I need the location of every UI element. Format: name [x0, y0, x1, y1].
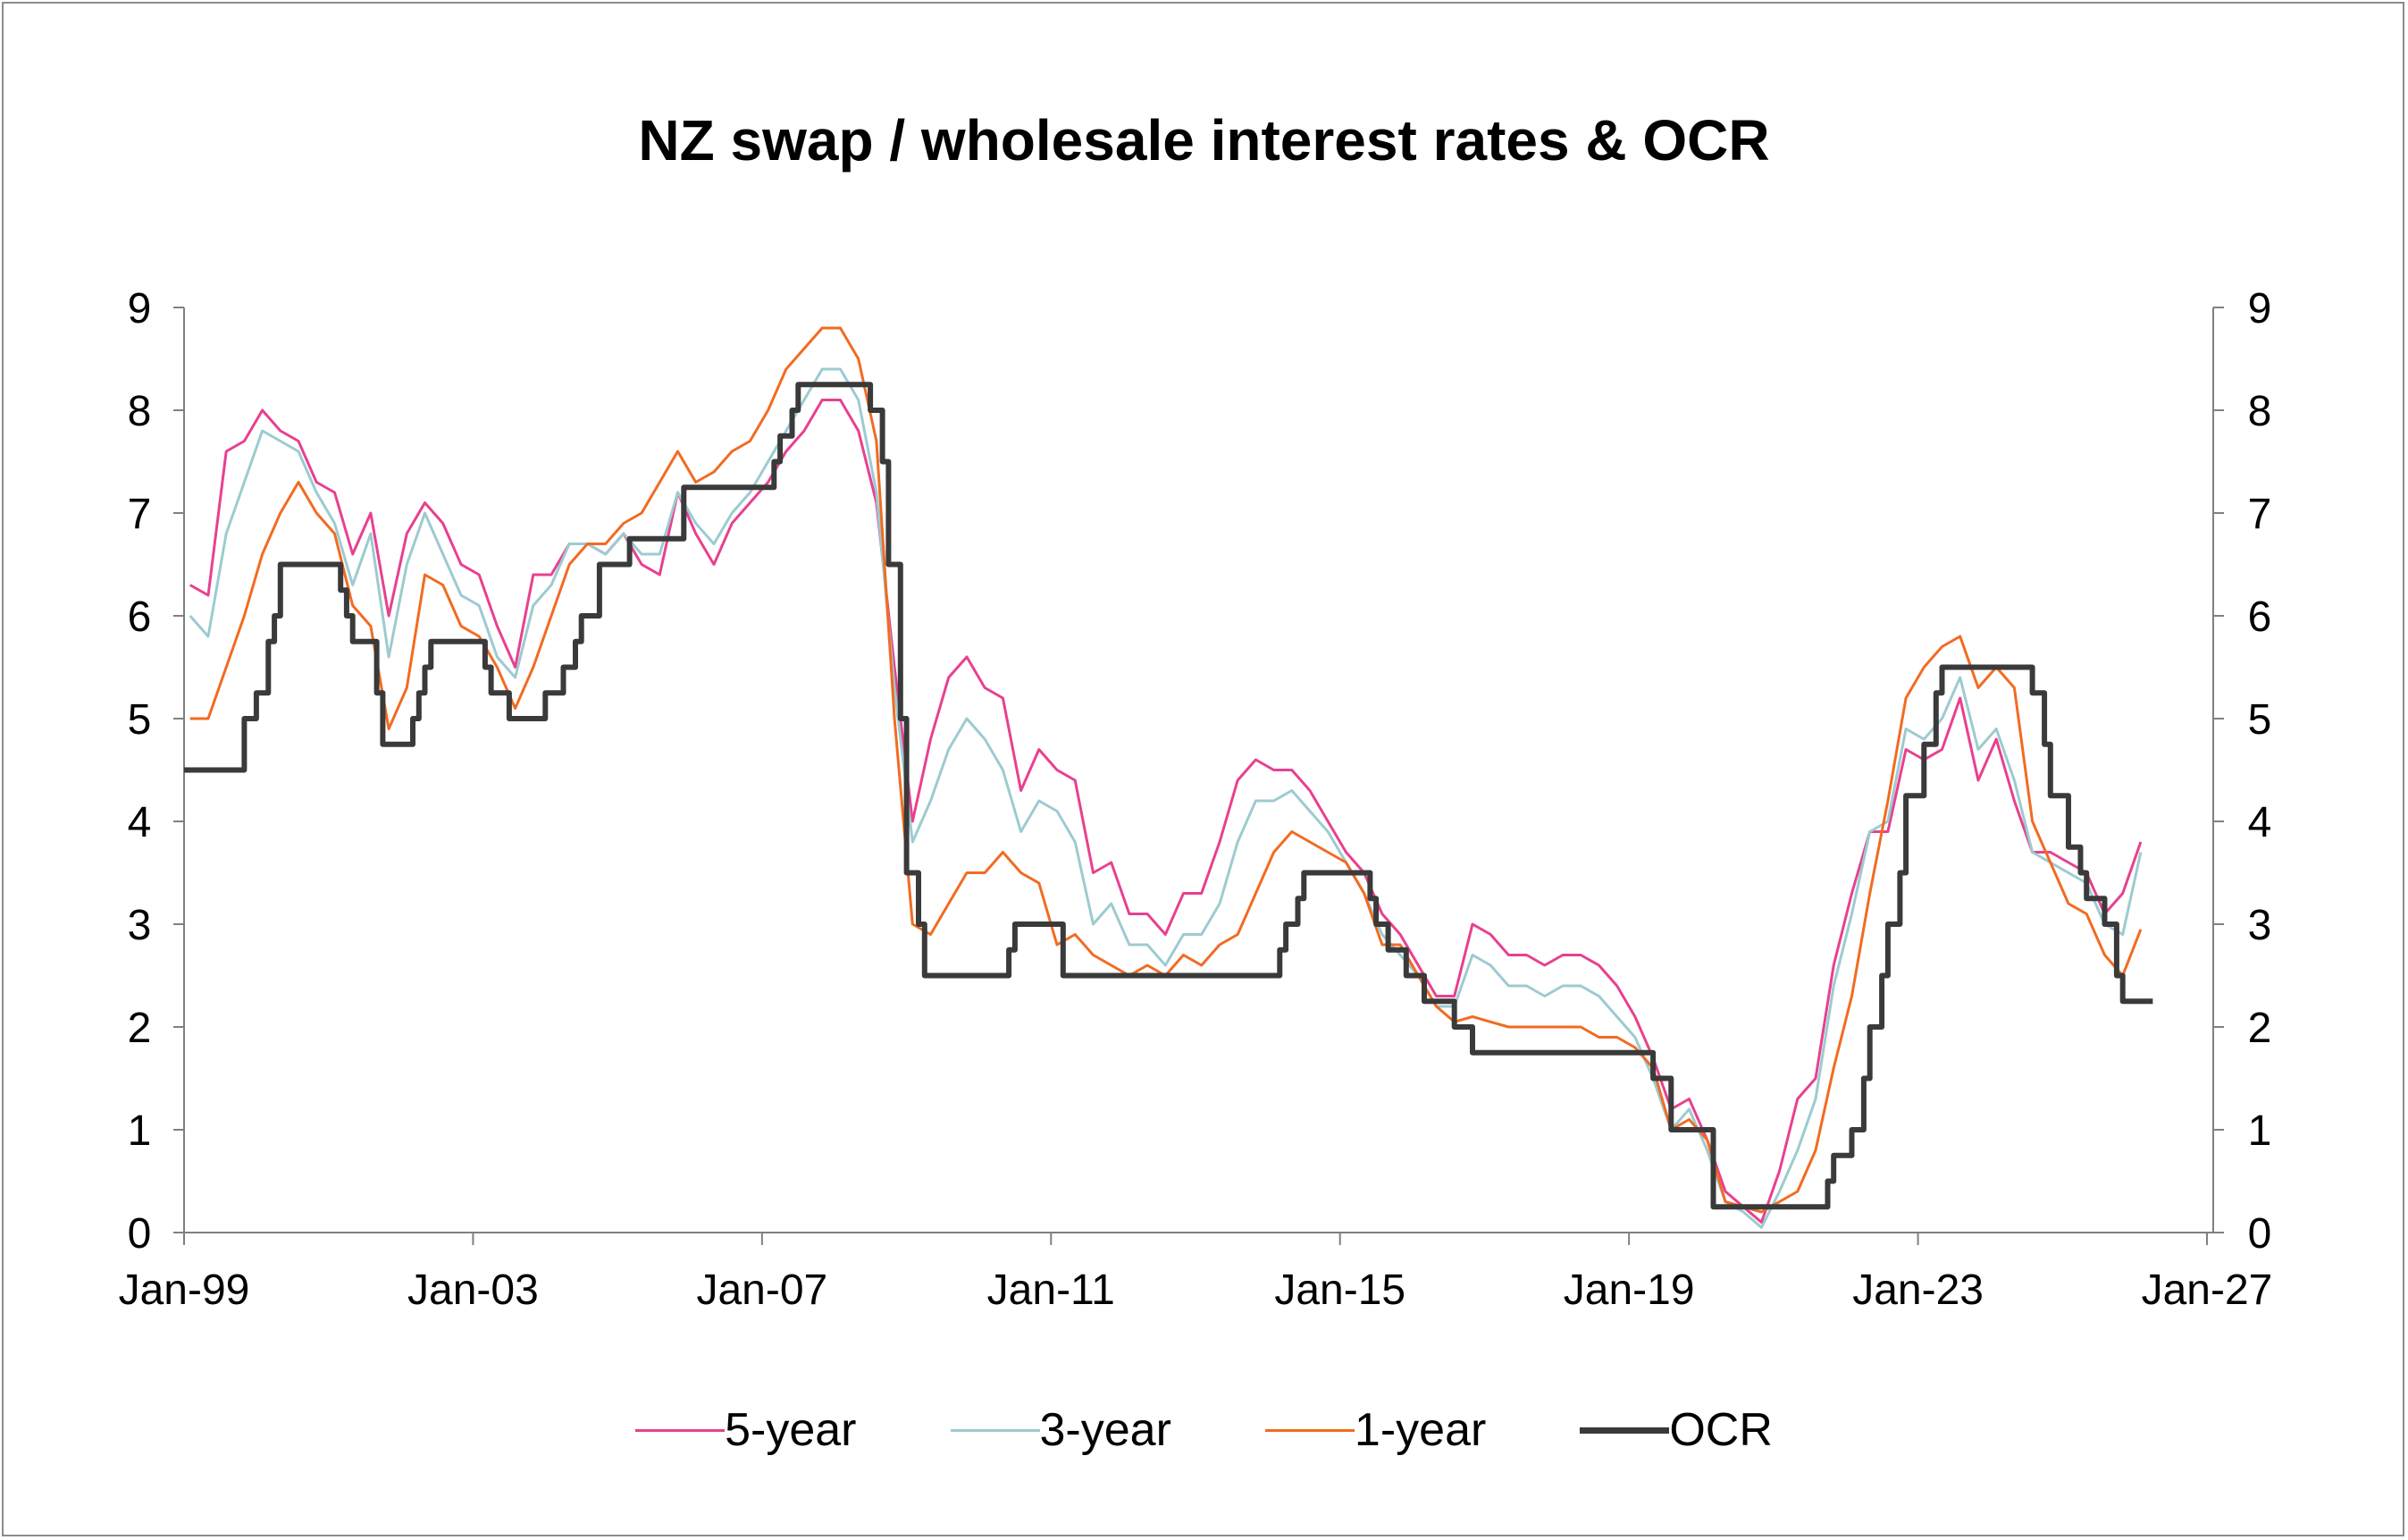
y-tick-label-right: 6 — [2248, 593, 2272, 641]
legend: 5-year 3-year 1-year OCR — [0, 1403, 2408, 1457]
legend-item-5-year: 5-year — [635, 1403, 857, 1457]
y-tick-label-left: 5 — [128, 696, 152, 744]
legend-swatch — [1580, 1426, 1670, 1434]
legend-swatch — [950, 1428, 1040, 1432]
x-tick-label: Jan-11 — [987, 1267, 1115, 1314]
legend-item-1-year: 1-year — [1264, 1403, 1487, 1457]
legend-item-3-year: 3-year — [950, 1403, 1171, 1457]
y-tick-label-right: 8 — [2248, 388, 2272, 435]
y-tick-label-right: 7 — [2248, 491, 2272, 538]
y-tick-label-right: 9 — [2248, 285, 2272, 332]
y-tick-label-left: 8 — [128, 388, 152, 435]
series-line-3-year — [189, 367, 2143, 1229]
y-tick-label-left: 9 — [128, 285, 152, 332]
y-tick-label-left: 6 — [128, 593, 152, 641]
y-tick-label-right: 3 — [2248, 902, 2272, 949]
y-tick-label-left: 7 — [128, 491, 152, 538]
x-tick-label: Jan-07 — [696, 1267, 827, 1314]
x-tick-label: Jan-19 — [1564, 1267, 1695, 1314]
y-tick-label-right: 5 — [2248, 696, 2272, 744]
x-tick-label: Jan-23 — [1852, 1267, 1984, 1314]
chart-title: NZ swap / wholesale interest rates & OCR — [638, 108, 1770, 173]
x-tick-label: Jan-99 — [119, 1267, 250, 1314]
legend-item-ocr: OCR — [1580, 1403, 1773, 1457]
series-line-5-year — [189, 399, 2143, 1224]
legend-label: 3-year — [1039, 1404, 1171, 1456]
y-tick-label-right: 2 — [2248, 1005, 2272, 1052]
y-tick-label-right: 0 — [2248, 1210, 2272, 1258]
legend-label: 5-year — [725, 1404, 857, 1456]
y-tick-label-right: 1 — [2248, 1107, 2272, 1155]
y-tick-label-left: 4 — [128, 799, 152, 846]
x-tick-label: Jan-03 — [407, 1267, 539, 1314]
legend-label: OCR — [1669, 1404, 1773, 1456]
y-tick-label-left: 3 — [128, 902, 152, 949]
y-tick-label-right: 4 — [2248, 799, 2272, 846]
legend-label: 1-year — [1354, 1404, 1487, 1456]
y-tick-label-left: 2 — [128, 1005, 152, 1052]
y-tick-label-left: 1 — [128, 1107, 152, 1155]
x-tick-label: Jan-15 — [1274, 1267, 1405, 1314]
legend-swatch — [1264, 1428, 1355, 1432]
legend-swatch — [635, 1428, 726, 1432]
series-line-1-year — [189, 326, 2143, 1214]
y-tick-label-left: 0 — [128, 1210, 152, 1258]
x-tick-label: Jan-27 — [2142, 1267, 2273, 1314]
series-line-ocr — [184, 382, 2153, 1210]
